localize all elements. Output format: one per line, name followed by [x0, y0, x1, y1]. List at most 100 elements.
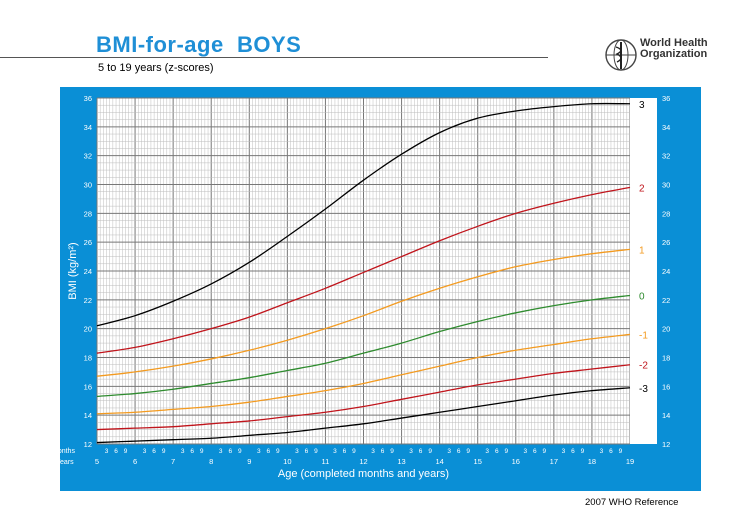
month-tick-label: 9 — [543, 448, 547, 455]
month-tick-label: 6 — [267, 448, 271, 455]
y-tick-label-left: 36 — [84, 94, 92, 103]
series-line-z2 — [96, 186, 631, 354]
y-tick-label-right: 18 — [662, 354, 670, 363]
grid — [96, 97, 631, 445]
x-tick-label: 12 — [359, 457, 367, 466]
y-tick-label-left: 22 — [84, 296, 92, 305]
month-tick-label: 9 — [314, 448, 318, 455]
x-tick-label: 16 — [512, 457, 520, 466]
series-label-z0: 0 — [639, 292, 645, 303]
month-tick-label: 6 — [457, 448, 461, 455]
month-tick-label: 9 — [276, 448, 280, 455]
x-tick-label: 11 — [322, 457, 330, 466]
y-tick-label-left: 14 — [84, 411, 92, 420]
y-tick-label-right: 28 — [662, 209, 670, 218]
y-tick-label-left: 16 — [84, 382, 92, 391]
y-tick-label-right: 20 — [662, 325, 670, 334]
month-tick-label: 9 — [200, 448, 204, 455]
who-logo-icon — [605, 39, 637, 71]
series-label-z-1: -1 — [639, 330, 648, 341]
y-tick-label-right: 26 — [662, 238, 670, 247]
month-tick-label: 6 — [190, 448, 194, 455]
month-tick-label: 9 — [124, 448, 128, 455]
month-tick-label: 6 — [381, 448, 385, 455]
months-row-label: Months — [52, 448, 75, 455]
y-tick-label-right: 14 — [662, 411, 670, 420]
x-tick-label: 18 — [588, 457, 596, 466]
series-line-z1 — [96, 248, 631, 377]
y-tick-label-right: 36 — [662, 94, 670, 103]
z-label-column — [630, 98, 657, 444]
x-tick-label: 15 — [474, 457, 482, 466]
y-tick-label-left: 20 — [84, 325, 92, 334]
month-tick-label: 3 — [523, 448, 527, 455]
y-tick-label-right: 12 — [662, 440, 670, 449]
month-tick-label: 6 — [343, 448, 347, 455]
y-tick-label-left: 32 — [84, 152, 92, 161]
x-tick-label: 10 — [283, 457, 291, 466]
month-tick-label: 9 — [504, 448, 508, 455]
y-tick-label-left: 12 — [84, 440, 92, 449]
series-line-z-2 — [96, 364, 631, 431]
month-tick-label: 3 — [333, 448, 337, 455]
month-tick-label: 3 — [447, 448, 451, 455]
series-line-z-3 — [96, 387, 631, 444]
y-tick-label-right: 30 — [662, 181, 670, 190]
org-name: World Health Organization — [640, 38, 708, 60]
org-name-line2: Organization — [640, 48, 708, 60]
month-tick-label: 3 — [562, 448, 566, 455]
month-tick-label: 3 — [181, 448, 185, 455]
month-tick-label: 3 — [219, 448, 223, 455]
month-tick-label: 3 — [485, 448, 489, 455]
month-tick-label: 3 — [257, 448, 261, 455]
month-tick-label: 3 — [295, 448, 299, 455]
month-tick-label: 3 — [371, 448, 375, 455]
y-tick-label-left: 18 — [84, 354, 92, 363]
series-line-z0 — [96, 294, 631, 398]
month-tick-label: 9 — [238, 448, 242, 455]
series-line-z3 — [96, 102, 631, 327]
series-label-z2: 2 — [639, 183, 645, 194]
month-tick-label: 9 — [428, 448, 432, 455]
month-tick-label: 6 — [533, 448, 537, 455]
month-tick-label: 6 — [495, 448, 499, 455]
month-tick-label: 9 — [162, 448, 166, 455]
month-tick-label: 3 — [409, 448, 413, 455]
month-tick-label: 6 — [305, 448, 309, 455]
series-line-z-1 — [96, 333, 631, 415]
x-tick-label: 19 — [626, 457, 634, 466]
reference-note: 2007 WHO Reference — [585, 497, 679, 508]
series-label-z-3: -3 — [639, 384, 648, 395]
title-underline — [0, 57, 548, 58]
x-tick-label: 14 — [435, 457, 443, 466]
month-tick-label: 6 — [228, 448, 232, 455]
y-tick-label-right: 22 — [662, 296, 670, 305]
series-label-z3: 3 — [639, 100, 645, 111]
month-tick-label: 9 — [352, 448, 356, 455]
series-label-z1: 1 — [639, 245, 645, 256]
y-tick-label-left: 28 — [84, 209, 92, 218]
month-tick-label: 6 — [609, 448, 613, 455]
month-tick-label: 9 — [619, 448, 623, 455]
chart-subtitle: 5 to 19 years (z-scores) — [98, 62, 214, 74]
chart-title: BMI-for-age BOYS — [96, 32, 302, 57]
series-label-z-2: -2 — [639, 361, 648, 372]
month-tick-label: 3 — [600, 448, 604, 455]
y-tick-label-left: 24 — [84, 267, 92, 276]
month-tick-label: 6 — [152, 448, 156, 455]
month-tick-label: 6 — [419, 448, 423, 455]
month-tick-label: 3 — [143, 448, 147, 455]
x-tick-label: 9 — [247, 457, 251, 466]
years-row-label: Years — [56, 459, 74, 466]
org-name-line1: World Health — [640, 37, 708, 49]
y-tick-label-right: 24 — [662, 267, 670, 276]
x-tick-label: 5 — [95, 457, 99, 466]
y-tick-label-right: 34 — [662, 123, 670, 132]
y-tick-label-right: 16 — [662, 382, 670, 391]
x-tick-label: 8 — [209, 457, 213, 466]
y-axis-title: BMI (kg/m²) — [67, 242, 79, 299]
y-tick-label-left: 30 — [84, 181, 92, 190]
x-axis-title: Age (completed months and years) — [278, 468, 449, 480]
month-tick-label: 9 — [466, 448, 470, 455]
